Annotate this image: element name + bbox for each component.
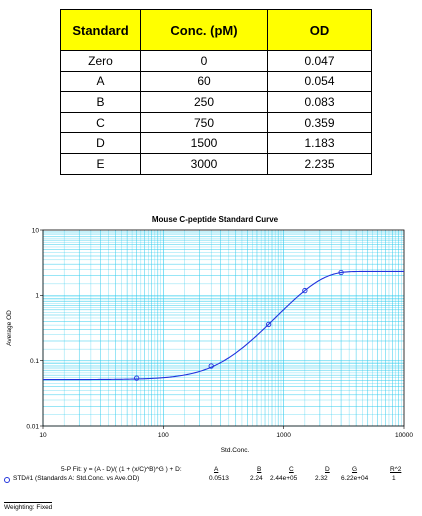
cell-standard: Zero	[60, 50, 141, 72]
table-header-row: Standard Conc. (pM) OD	[60, 9, 372, 51]
cell-conc: 1500	[140, 132, 268, 154]
plot-frame	[42, 229, 405, 427]
x-tick-label: 10000	[395, 432, 413, 439]
data-point	[265, 321, 272, 328]
header-standard: Standard	[60, 9, 141, 51]
table-row: E 3000 2.235	[60, 152, 372, 175]
chart-grid	[42, 230, 404, 427]
param-value-g: 6.22e+04	[341, 475, 369, 482]
x-tick-label: 10	[39, 432, 47, 439]
cell-conc: 3000	[140, 152, 268, 175]
param-value-d: 2.32	[315, 475, 328, 482]
cell-conc: 250	[140, 91, 268, 113]
y-tick-label: 10	[32, 227, 40, 234]
fit-equation: 5-P Fit: y = (A - D)/( (1 + (x/C)^B)^G )…	[61, 466, 182, 473]
cell-od: 1.183	[267, 132, 372, 154]
y-tick-label: 0.01	[26, 423, 39, 430]
cell-od: 0.083	[267, 91, 372, 113]
series-legend-label: STD#1 (Standards A: Std.Conc. vs Ave.OD)	[13, 475, 140, 482]
cell-od: 2.235	[267, 152, 372, 175]
chart-title: Mouse C-peptide Standard Curve	[152, 215, 279, 224]
table-row: D 1500 1.183	[60, 132, 372, 154]
x-axis-label: Std.Conc.	[221, 447, 250, 454]
data-point	[338, 269, 344, 276]
cell-standard: E	[60, 152, 141, 175]
header-od: OD	[267, 9, 372, 51]
param-name-g: G	[352, 466, 358, 473]
cell-conc: 60	[140, 70, 268, 93]
table-row: C 750 0.359	[60, 111, 372, 134]
x-tick-label: 1000	[276, 432, 291, 439]
param-value-c: 2.44e+05	[270, 475, 298, 482]
param-name-b: B	[257, 466, 262, 473]
weighting-note: Weighting: Fixed	[4, 502, 53, 511]
fit-curve	[43, 270, 404, 381]
series-marker-icon	[4, 477, 10, 483]
param-value-r2: 1	[392, 475, 396, 482]
cell-od: 0.054	[267, 70, 372, 93]
x-tick-label: 100	[158, 432, 169, 439]
y-tick-label: 1	[35, 293, 39, 300]
axis-ticks: 10 100 1000 10000 0.01 0.1 1 10	[26, 227, 413, 439]
cell-standard: D	[60, 132, 141, 154]
data-point	[208, 363, 214, 369]
data-points	[133, 269, 344, 381]
cell-od: 0.359	[267, 111, 372, 134]
cell-od: 0.047	[267, 50, 372, 72]
data-point	[133, 375, 140, 381]
cell-standard: C	[60, 111, 141, 134]
y-tick-label: 0.1	[30, 358, 39, 365]
param-name-c: C	[289, 466, 294, 473]
param-name-a: A	[214, 466, 219, 473]
cell-standard: A	[60, 70, 141, 93]
cell-conc: 0	[140, 50, 268, 72]
y-axis-label: Average OD	[6, 310, 13, 346]
param-value-a: 0.0513	[209, 475, 229, 482]
cell-conc: 750	[140, 111, 268, 134]
table-row: A 60 0.054	[60, 70, 372, 93]
table-row: B 250 0.083	[60, 91, 372, 113]
data-point	[302, 287, 308, 294]
standard-curve-chart: Mouse C-peptide Standard Curve 10 100 1000…	[6, 215, 413, 454]
standards-table: Standard Conc. (pM) OD Zero 0 0.047 A 60 0.0…	[60, 9, 372, 175]
param-name-d: D	[325, 466, 330, 473]
table-row: Zero 0 0.047	[60, 50, 372, 72]
param-value-b: 2.24	[250, 475, 263, 482]
cell-standard: B	[60, 91, 141, 113]
param-name-r2: R^2	[390, 466, 402, 473]
header-conc: Conc. (pM)	[140, 9, 268, 51]
